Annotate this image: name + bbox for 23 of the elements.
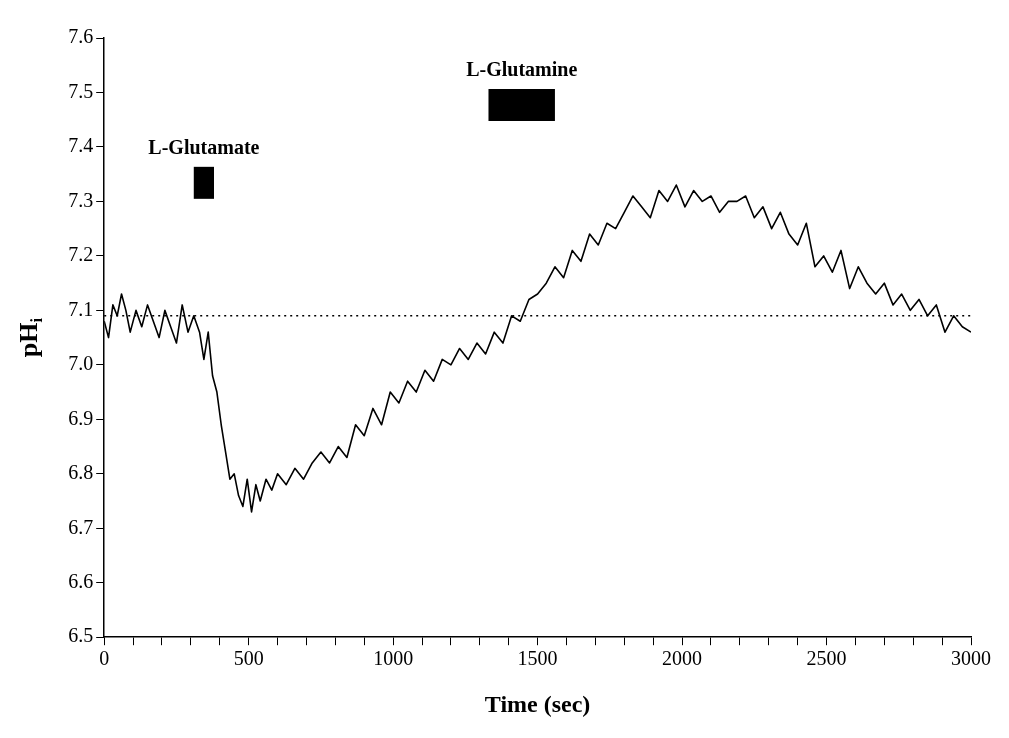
x-tick-label: 2000 [662,647,703,670]
band-label: L-Glutamate [148,136,260,158]
y-tick-label: 7.3 [68,188,94,211]
y-tick-label: 7.5 [68,79,94,102]
y-tick-label: 6.9 [68,406,94,429]
x-axis-title: Time (sec) [484,690,591,717]
y-tick-label: 7.6 [68,25,94,48]
x-tick-label: 3000 [951,647,991,670]
x-tick-label: 0 [99,647,110,670]
x-tick-label: 2500 [806,647,847,670]
y-tick-label: 7.2 [68,243,94,266]
y-tick-label: 6.7 [68,515,94,538]
x-tick-label: 500 [233,647,264,670]
x-tick-label: 1500 [517,647,558,670]
band-label: L-Glutamine [466,58,578,81]
x-tick-label: 1000 [373,647,414,670]
y-tick-label: 7.0 [68,352,94,375]
y-tick-label: 7.1 [68,297,94,320]
y-tick-label: 7.4 [68,134,94,157]
y-tick-label: 6.8 [68,461,94,484]
y-axis-title: pHi [13,317,46,358]
y-tick-label: 6.6 [68,569,94,592]
y-tick-label: 6.5 [68,624,94,647]
